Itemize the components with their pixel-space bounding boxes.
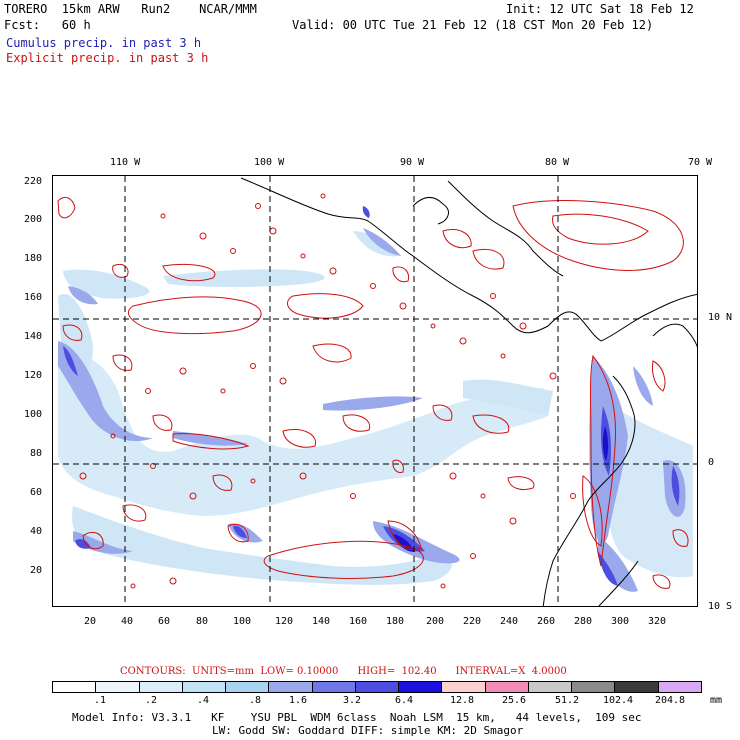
scale-label: .1 (93, 695, 107, 706)
explicit-precip-contours (57, 197, 689, 589)
scale-label: 3.2 (342, 695, 362, 706)
x-tick: 80 (196, 616, 209, 627)
scale-label: .8 (248, 695, 262, 706)
scale-label: 6.4 (394, 695, 414, 706)
cumulus-precip-label: Cumulus precip. in past 3 h (6, 36, 202, 50)
valid-time: Valid: 00 UTC Tue 21 Feb 12 (18 CST Mon … (292, 18, 654, 32)
cumulus-light-areas (58, 231, 693, 585)
model-info: Model Info: V3.3.1 KF YSU PBL WDM 6class… (72, 711, 642, 724)
x-tick: 60 (158, 616, 171, 627)
forecast-hour: Fcst: 60 h (4, 18, 91, 32)
explicit-precip-label: Explicit precip. in past 3 h (6, 51, 209, 65)
scale-label: 1.6 (288, 695, 308, 706)
y-tick: 100 (24, 409, 43, 420)
coastlines (240, 177, 697, 606)
scale-swatch (658, 682, 701, 692)
scale-swatch (572, 682, 616, 692)
x-tick: 20 (84, 616, 97, 627)
scale-label: .2 (144, 695, 158, 706)
scale-swatch (312, 682, 356, 692)
y-tick: 20 (30, 565, 43, 576)
x-tick: 240 (500, 616, 519, 627)
scale-swatch (528, 682, 573, 692)
x-tick: 320 (648, 616, 667, 627)
x-tick: 260 (537, 616, 556, 627)
y-tick: 80 (30, 448, 43, 459)
y-tick: 200 (24, 214, 43, 225)
x-tick: 40 (121, 616, 134, 627)
x-tick: 300 (611, 616, 630, 627)
x-tick: 160 (349, 616, 368, 627)
y-tick: 180 (24, 253, 43, 264)
y-tick: 140 (24, 331, 43, 342)
scale-label: 204.8 (654, 695, 686, 706)
x-tick: 140 (312, 616, 331, 627)
physics-info: LW: Godd SW: Goddard DIFF: simple KM: 2D… (212, 724, 524, 737)
scale-swatch (485, 682, 529, 692)
scale-swatch (139, 682, 183, 692)
x-tick: 100 (233, 616, 252, 627)
scale-label: 25.6 (501, 695, 527, 706)
scale-swatch (399, 682, 443, 692)
lat-label-10s: 10 S (708, 601, 733, 612)
lat-lon-grid (53, 176, 697, 606)
scale-label: .4 (196, 695, 210, 706)
scale-swatch (355, 682, 400, 692)
x-tick: 280 (574, 616, 593, 627)
init-time: Init: 12 UTC Sat 18 Feb 12 (506, 2, 694, 16)
lon-label-90w: 90 W (400, 157, 425, 168)
map-canvas (53, 176, 697, 606)
scale-label: 51.2 (554, 695, 580, 706)
x-tick: 180 (386, 616, 405, 627)
lon-label-110w: 110 W (110, 157, 141, 168)
scale-swatch (226, 682, 270, 692)
precip-map (52, 175, 698, 607)
contour-info: CONTOURS: UNITS=mm LOW= 0.10000 HIGH= 10… (120, 666, 567, 677)
lon-label-100w: 100 W (254, 157, 285, 168)
scale-swatch (442, 682, 486, 692)
scale-label: 12.8 (449, 695, 475, 706)
scale-swatch (269, 682, 313, 692)
cumulus-dark-areas (63, 206, 680, 586)
lon-label-80w: 80 W (545, 157, 570, 168)
scale-label: 102.4 (602, 695, 634, 706)
y-tick: 160 (24, 292, 43, 303)
scale-unit: mm (709, 695, 723, 706)
x-tick: 220 (463, 616, 482, 627)
y-tick: 60 (30, 487, 43, 498)
explicit-precip-cells (79, 193, 576, 589)
y-tick: 220 (24, 176, 43, 187)
y-tick: 40 (30, 526, 43, 537)
scale-swatch (182, 682, 227, 692)
lat-label-10n: 10 N (708, 312, 733, 323)
model-title: TORERO 15km ARW Run2 NCAR/MMM (4, 2, 257, 16)
y-tick: 120 (24, 370, 43, 381)
x-tick: 200 (426, 616, 445, 627)
scale-swatch (96, 682, 140, 692)
scale-swatch (53, 682, 97, 692)
color-scale-bar (52, 681, 702, 693)
x-tick: 120 (275, 616, 294, 627)
scale-swatch (615, 682, 659, 692)
lat-label-0: 0 (708, 457, 715, 468)
lon-label-70w: 70 W (688, 157, 713, 168)
